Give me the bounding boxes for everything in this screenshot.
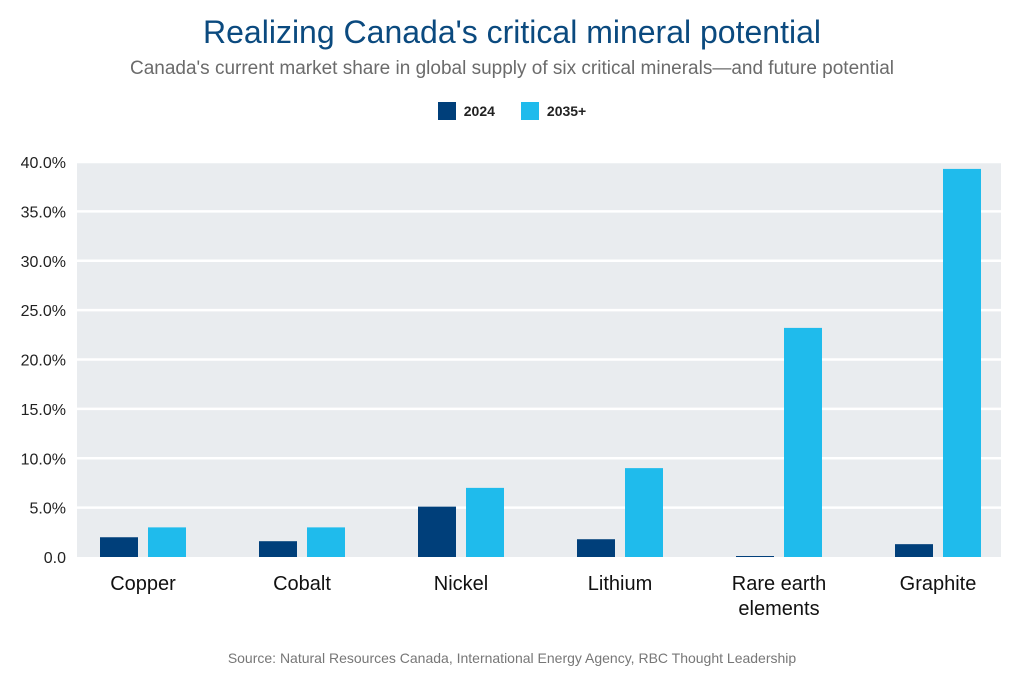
y-tick-label: 5.0% [30, 501, 66, 518]
y-tick-label: 35.0% [21, 204, 66, 221]
y-tick-label: 20.0% [21, 353, 66, 370]
y-tick-label: 10.0% [21, 451, 66, 468]
bar-2024-graphite [895, 544, 933, 557]
y-tick-label: 40.0% [21, 155, 66, 172]
legend-swatch-2024 [437, 102, 456, 120]
x-tick-label: Copper [110, 573, 176, 595]
y-tick-label: 30.0% [21, 254, 66, 271]
bar-2035plus-copper [148, 527, 186, 557]
y-tick-label: 15.0% [21, 402, 66, 419]
bar-2024-copper [100, 537, 138, 557]
x-tick-label: Rare earth [732, 573, 827, 595]
bar-2024-nickel [418, 506, 456, 557]
legend: 2024 2035+ [0, 102, 1024, 120]
bar-2035plus-graphite [943, 168, 981, 557]
chart-title: Realizing Canada's critical mineral pote… [203, 14, 821, 50]
x-tick-label: Nickel [434, 573, 488, 595]
y-tick-label: 0.0 [44, 550, 66, 567]
bar-2035plus-cobalt [307, 527, 345, 557]
x-tick-label: Cobalt [273, 573, 331, 595]
legend-item-2024: 2024 [437, 102, 495, 120]
bar-2024-lithium [577, 539, 615, 557]
bar-2035plus-rare-earth-elements [784, 327, 822, 557]
legend-label-2035: 2035+ [546, 103, 587, 119]
x-tick-label: Graphite [900, 573, 977, 595]
chart-subtitle: Canada's current market share in global … [130, 58, 894, 79]
bar-2035plus-nickel [466, 487, 504, 557]
x-tick-label: Lithium [588, 573, 652, 595]
bar-2024-rare-earth-elements [736, 556, 774, 558]
bar-2035plus-lithium [625, 468, 663, 557]
y-tick-label: 25.0% [21, 303, 66, 320]
legend-item-2035: 2035+ [520, 102, 587, 120]
legend-label-2024: 2024 [463, 103, 495, 119]
source-note: Source: Natural Resources Canada, Intern… [227, 650, 797, 666]
x-tick-label: elements [738, 598, 819, 620]
bar-2024-cobalt [259, 541, 297, 557]
legend-swatch-2035 [520, 102, 539, 120]
